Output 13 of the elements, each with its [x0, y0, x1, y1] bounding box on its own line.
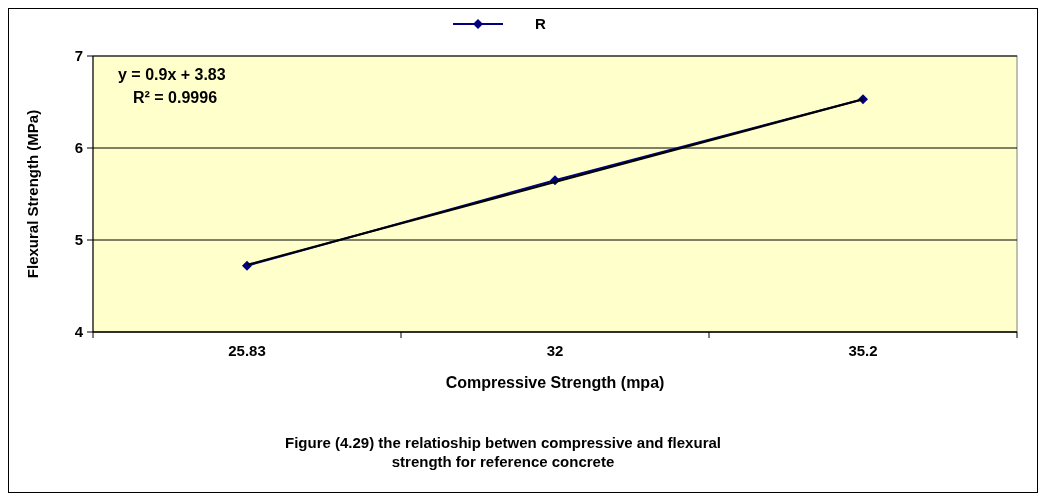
y-tick-label: 5 — [74, 231, 83, 249]
y-tick-label: 4 — [74, 323, 84, 341]
legend-label: R — [535, 15, 546, 33]
x-tick-label: 35.2 — [848, 342, 878, 359]
text: Figure (4.29) the relatioship betwen compressive and flexural strength for reference concrete — [285, 434, 721, 470]
y-tick-label: 6 — [74, 139, 83, 157]
x-tick-label: 25.83 — [228, 342, 266, 359]
y-axis-title: Flexural Strength (MPa) — [24, 109, 41, 279]
annotation: R² = 0.9996 — [133, 88, 218, 106]
annotation: y = 0.9x + 3.83 — [118, 65, 226, 83]
y-tick-label: 7 — [74, 47, 83, 65]
x-tick-label: 32 — [546, 342, 564, 359]
x-axis-title: Compressive Strength (mpa) — [445, 374, 665, 391]
